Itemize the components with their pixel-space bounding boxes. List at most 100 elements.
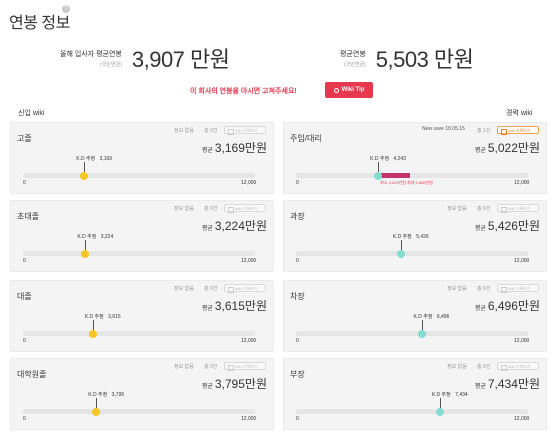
wiki-record-label: wiki 기록보기: [508, 286, 531, 291]
wiki-tip-label: Wiki Tip: [341, 87, 365, 93]
avg-value: 5,503 만원: [375, 47, 474, 72]
salary-panel-right-3: 부장 정보 없음 총 0건 wiki 기록보기 평균 7,434만원 K.D 추정 7,43…: [283, 358, 547, 430]
kd-prefix: K.D 추정: [76, 156, 96, 162]
wiki-tip-button[interactable]: Wiki Tip: [325, 82, 373, 98]
position-name: 과장: [290, 212, 305, 221]
wiki-record-label: wiki 기록보기: [235, 364, 258, 369]
average-value: 3,615만원: [214, 299, 267, 313]
max-tick: 12,000: [514, 416, 530, 422]
edit-notice: 이 회사의 연봉을 아시면 고쳐주세요!: [190, 88, 297, 95]
position-name: 대졸: [17, 292, 32, 301]
wiki-record-button[interactable]: wiki 기록보기: [497, 204, 539, 213]
salary-panel-right-1: 과장 정보 없음 총 0건 wiki 기록보기 평균 5,426만원 K.D 추정 5,42…: [283, 200, 547, 272]
kd-pin: [85, 240, 87, 250]
kd-pin: [400, 240, 402, 250]
average-prefix: 평균: [474, 384, 486, 390]
position-name: 대학원졸: [17, 370, 47, 379]
info-status: 정보 없음: [174, 206, 194, 212]
wiki-record-label: wiki 기록보기: [508, 364, 531, 369]
wiki-record-label: wiki 기록보기: [235, 128, 258, 133]
new-hire-salary: 올해 입사자 평균연봉 (국민연금) 3,907 만원: [60, 42, 230, 74]
kd-pin: [96, 398, 98, 408]
wiki-record-button[interactable]: wiki 기록보기: [497, 362, 539, 371]
kd-prefix: K.D 추정: [413, 314, 433, 320]
kd-marker: [88, 329, 97, 338]
kd-value: 6,496: [436, 314, 450, 320]
wiki-record-button[interactable]: wiki 기록보기: [224, 126, 266, 135]
salary-track: [23, 331, 255, 336]
kd-marker: [417, 329, 426, 338]
min-tick: 0: [296, 258, 299, 264]
average-value: 5,022만원: [487, 141, 540, 155]
average-prefix: 평균: [474, 306, 486, 312]
help-icon[interactable]: ?: [62, 5, 70, 13]
kd-value: 7,434: [455, 392, 468, 398]
position-name: 초대졸: [17, 212, 40, 221]
position-name: 고졸: [17, 134, 32, 143]
kd-estimate-label: K.D 추정 5,426: [393, 233, 429, 240]
kd-prefix: K.D 추정: [392, 234, 412, 240]
new-hire-label: 올해 입사자 평균연봉: [60, 50, 122, 58]
kd-estimate-label: K.D 추정 3,615: [85, 313, 121, 320]
reported-salary-range: [378, 173, 410, 178]
kd-pin: [92, 320, 94, 330]
average-value: 3,169만원: [214, 141, 267, 155]
position-name: 차장: [290, 292, 305, 301]
min-tick: 0: [23, 416, 26, 422]
record-count: 총 0건: [204, 206, 218, 212]
average-salary: 평균 3,224만원: [202, 217, 267, 234]
newhire-wiki-heading: 신입 wiki: [18, 110, 45, 117]
salary-track: [23, 173, 255, 178]
kd-marker: [81, 249, 90, 258]
record-count: 총 0건: [204, 286, 218, 292]
kd-marker: [80, 171, 89, 180]
wiki-record-button[interactable]: wiki 기록보기: [497, 126, 539, 135]
kd-marker: [92, 407, 101, 416]
kd-prefix: K.D 추정: [431, 392, 451, 398]
salary-track: [23, 409, 255, 414]
max-tick: 12,000: [241, 180, 257, 186]
new-save-label: New save 18.05.15: [422, 126, 465, 132]
max-tick: 12,000: [514, 258, 530, 264]
average-value: 5,426만원: [487, 219, 540, 233]
info-status: 정보 없음: [447, 206, 467, 212]
kd-marker: [396, 249, 405, 258]
wiki-record-button[interactable]: wiki 기록보기: [224, 362, 266, 371]
wiki-record-label: wiki 기록보기: [235, 206, 258, 211]
wiki-record-button[interactable]: wiki 기록보기: [497, 284, 539, 293]
wiki-record-button[interactable]: wiki 기록보기: [224, 204, 266, 213]
average-salary: 평균 3,795만원: [202, 375, 267, 392]
average-prefix: 평균: [201, 148, 213, 154]
record-count: 총 0건: [477, 364, 491, 370]
average-value: 7,434만원: [487, 377, 540, 391]
record-count: 총 0건: [204, 128, 218, 134]
record-count: 총 0건: [477, 206, 491, 212]
record-count: 총 1건: [477, 128, 491, 134]
average-prefix: 평균: [201, 384, 213, 390]
avg-salary: 평균연봉 (국민연금) 5,503 만원: [340, 42, 474, 74]
max-tick: 12,000: [514, 338, 530, 344]
max-tick: 12,000: [241, 416, 257, 422]
average-value: 3,224만원: [214, 219, 267, 233]
wiki-record-button[interactable]: wiki 기록보기: [224, 284, 266, 293]
average-salary: 평균 6,496만원: [475, 297, 540, 314]
kd-estimate-label: K.D 추정 7,434: [432, 391, 468, 398]
position-name: 주임/대리: [290, 134, 322, 143]
record-count: 총 0건: [204, 364, 218, 370]
kd-value: 5,426: [416, 234, 429, 240]
wiki-record-label: wiki 기록보기: [508, 206, 531, 211]
average-prefix: 평균: [474, 148, 486, 154]
kd-marker: [435, 407, 444, 416]
kd-value: 4,243: [393, 156, 406, 162]
max-tick: 12,000: [241, 338, 257, 344]
kd-estimate-label: K.D 추정 3,169: [76, 155, 112, 162]
salary-panel-left-0: 고졸 정보 없음 총 0건 wiki 기록보기 평균 3,169만원 K.D 추정 3,16…: [10, 122, 274, 194]
min-tick: 0: [296, 338, 299, 344]
kd-estimate-label: K.D 추정 3,224: [77, 233, 113, 240]
average-salary: 평균 7,434만원: [475, 375, 540, 392]
salary-track: [296, 251, 528, 256]
salary-track: [296, 409, 528, 414]
position-name: 부장: [290, 370, 305, 379]
kd-pin: [378, 162, 380, 172]
